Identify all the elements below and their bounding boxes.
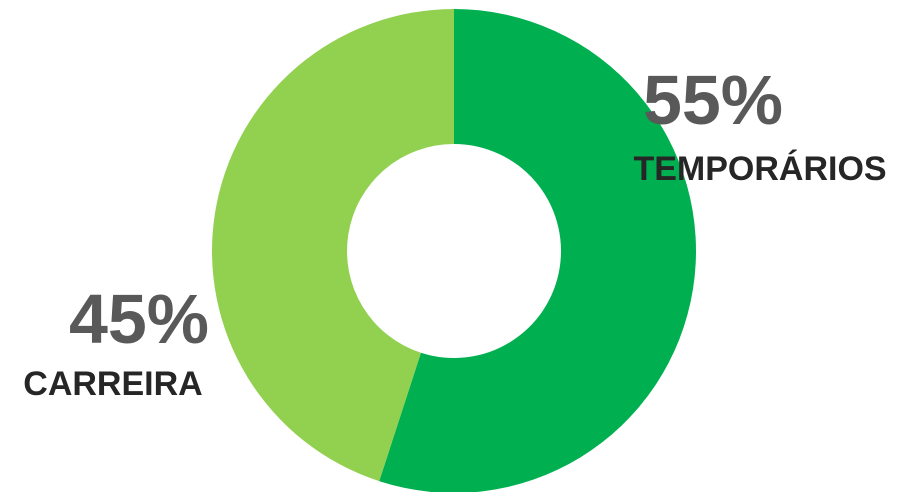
donut-slice-temporarios xyxy=(379,9,697,494)
donut-slice-carreira xyxy=(212,9,454,482)
slice-category-label-carreira: CARREIRA xyxy=(23,365,202,403)
slice-category-label-temporarios: TEMPORÁRIOS xyxy=(633,150,886,188)
donut-slices xyxy=(212,9,697,494)
slice-value-label-carreira: 45% xyxy=(69,280,209,358)
slice-value-label-temporarios: 55% xyxy=(643,61,783,139)
